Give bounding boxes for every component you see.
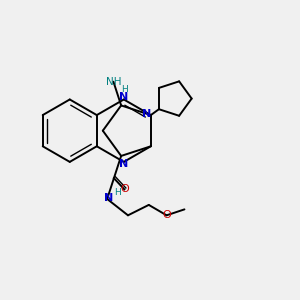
Text: H: H <box>115 188 121 197</box>
Text: O: O <box>120 184 129 194</box>
Text: O: O <box>162 210 171 220</box>
Text: N: N <box>142 109 151 118</box>
Text: N: N <box>104 193 114 203</box>
Text: H: H <box>122 85 128 94</box>
Text: N: N <box>119 92 128 102</box>
Text: N: N <box>119 159 128 169</box>
Text: NH: NH <box>106 77 122 87</box>
